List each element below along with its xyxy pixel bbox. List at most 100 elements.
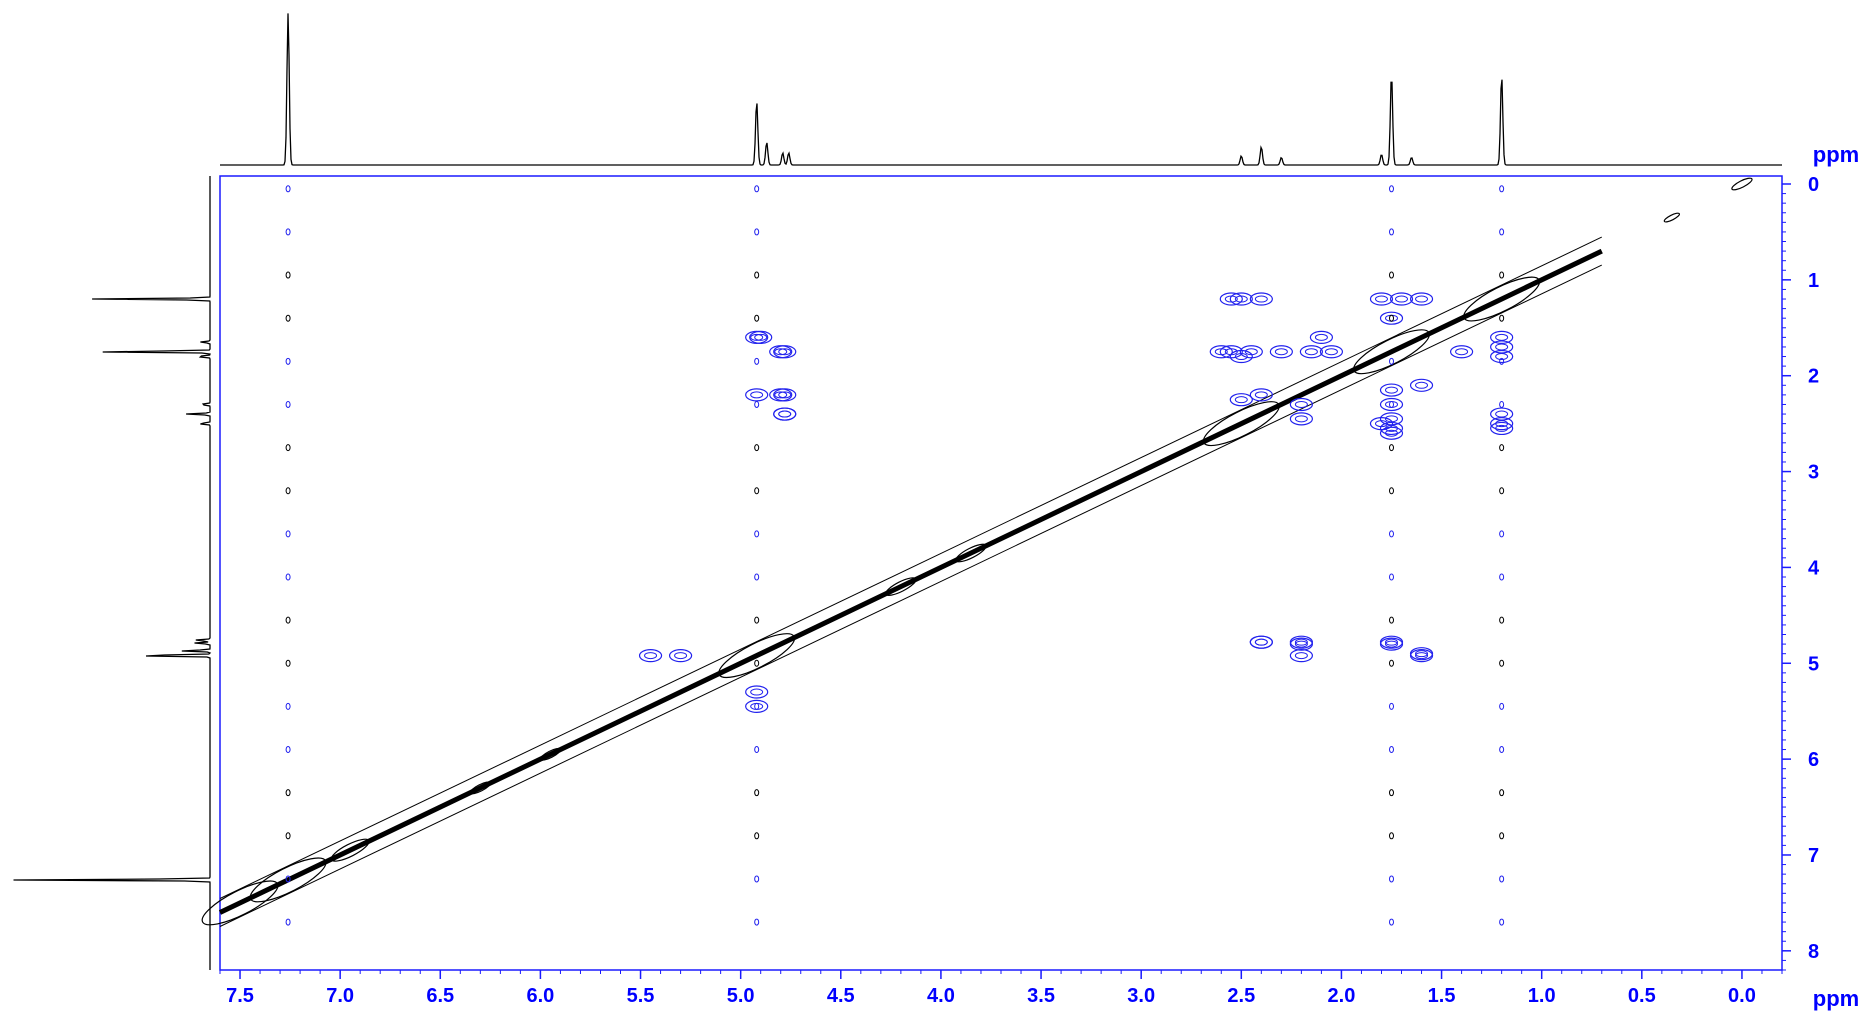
cross-peak-inner <box>778 348 792 356</box>
noise-streak-dot <box>754 702 760 710</box>
noise-streak-dot <box>1389 702 1394 710</box>
cross-peak <box>1369 417 1394 431</box>
cross-peak-inner <box>1294 400 1308 408</box>
cross-peak <box>769 345 793 359</box>
x-tick-label: 3.5 <box>1027 985 1055 1007</box>
noise-streak-dot <box>754 444 760 452</box>
noise-streak-dot <box>285 918 291 926</box>
y-tick-label: 2 <box>1808 366 1819 388</box>
cross-peak <box>1229 292 1253 306</box>
cross-peak-inner <box>1495 410 1509 418</box>
noise-streak-dot <box>754 918 760 926</box>
cross-peak-inner <box>1385 386 1398 394</box>
cross-peak-inner <box>1415 381 1429 389</box>
cross-peak-inner <box>774 391 788 399</box>
cross-peak <box>1379 311 1404 325</box>
noise-streak-dot <box>1389 271 1394 279</box>
cross-peak <box>1269 345 1293 359</box>
noise-streak-dot <box>285 444 291 452</box>
noise-streak-dot <box>285 875 291 883</box>
cross-peak <box>745 388 769 402</box>
noise-streak-dot <box>1499 400 1505 408</box>
cross-peak-inner <box>644 652 658 660</box>
noise-streak-dot <box>1389 185 1394 193</box>
cross-peak <box>1379 397 1404 412</box>
x-tick-label: 1.0 <box>1528 985 1556 1007</box>
noise-streak-dot <box>1499 444 1505 452</box>
cross-peak <box>1490 407 1514 421</box>
cross-peak-inner <box>1254 638 1268 646</box>
noise-streak-dot <box>1499 573 1505 581</box>
noise-streak-dot <box>1389 616 1394 624</box>
noise-streak-dot <box>1499 271 1505 279</box>
noise-streak-dot <box>1389 357 1394 365</box>
noise-streak-dot <box>285 530 291 538</box>
noise-streak-dot <box>754 487 760 495</box>
cross-peak-inner <box>750 391 764 399</box>
noise-streak-dot <box>285 616 291 624</box>
x-tick-label: 6.0 <box>527 985 555 1007</box>
cross-peak <box>1379 426 1404 440</box>
cross-peak <box>1490 421 1514 436</box>
noise-streak-dot <box>1389 789 1394 797</box>
cross-peak <box>1409 647 1434 661</box>
cross-peak <box>668 648 693 663</box>
noise-streak-dot <box>754 271 760 279</box>
cross-peak-inner <box>1385 429 1398 437</box>
cross-peak-inner <box>778 410 792 418</box>
noise-streak-dot <box>1389 487 1394 495</box>
y-tick-label: 7 <box>1808 845 1819 867</box>
noise-streak-dot <box>285 185 291 193</box>
cross-peak <box>773 388 797 402</box>
cross-peak <box>1249 635 1273 649</box>
noise-streak-dot <box>285 314 291 322</box>
x-tick-label: 4.0 <box>927 985 955 1007</box>
cross-peak <box>1449 345 1474 359</box>
noise-streak-dot <box>1389 918 1394 926</box>
x-tick-label: 5.5 <box>627 985 655 1007</box>
cross-peak-inner <box>1415 650 1429 658</box>
cross-peak-inner <box>750 688 764 696</box>
noise-streak-dot <box>1499 659 1505 667</box>
plot-frame <box>219 175 1783 971</box>
noise-streak-dot <box>1499 616 1505 624</box>
diagonal-contour-upper <box>219 236 1602 899</box>
noise-streak-dot <box>1389 314 1394 322</box>
cross-peak-inner <box>1385 314 1398 322</box>
y-tick-label: 6 <box>1808 749 1819 771</box>
cross-peak-inner <box>1374 420 1388 428</box>
noise-streak-dot <box>1389 400 1394 408</box>
diagonal-peak <box>885 577 917 596</box>
noise-streak-dot <box>285 271 291 279</box>
cross-peak <box>1289 648 1313 663</box>
diagonal-peak <box>469 781 492 795</box>
diagonal-peak <box>539 747 562 761</box>
x-axis-ticks: 7.5 7.0 6.5 6.0 5.5 5.0 4.5 4.0 3.5 3.0 2.5 2.0 1.5 1… <box>219 970 1783 1007</box>
cross-peak-inner <box>1395 295 1409 303</box>
noise-streak-dot <box>1499 487 1505 495</box>
noise-streak-dot <box>1499 789 1505 797</box>
cross-peak <box>1249 292 1273 306</box>
diagonal-peak <box>718 633 796 679</box>
cross-peak <box>1490 417 1514 431</box>
cross-peak-inner <box>754 333 768 341</box>
noise-streak-dot <box>1499 228 1505 236</box>
noise-streak-dot <box>754 573 760 581</box>
cross-peak-inner <box>1455 348 1469 356</box>
noise-streak-dot <box>754 659 760 667</box>
cross-peak-inner <box>1214 348 1228 356</box>
x-tick-label: 3.0 <box>1127 985 1155 1007</box>
cross-peak-inner <box>1234 396 1248 404</box>
noise-streak-dot <box>1499 314 1505 322</box>
cross-peak <box>769 388 793 402</box>
noise-streak-dot <box>1389 444 1394 452</box>
x-tick-label: 0.5 <box>1628 985 1656 1007</box>
noise-streak-dot <box>285 746 291 754</box>
cross-peak <box>745 699 769 714</box>
cross-peak <box>1299 345 1323 359</box>
cross-peak <box>1229 349 1253 364</box>
diagonal-peak <box>955 543 987 563</box>
cross-peak-inner <box>1415 295 1429 303</box>
diagonal-peak <box>330 838 370 862</box>
